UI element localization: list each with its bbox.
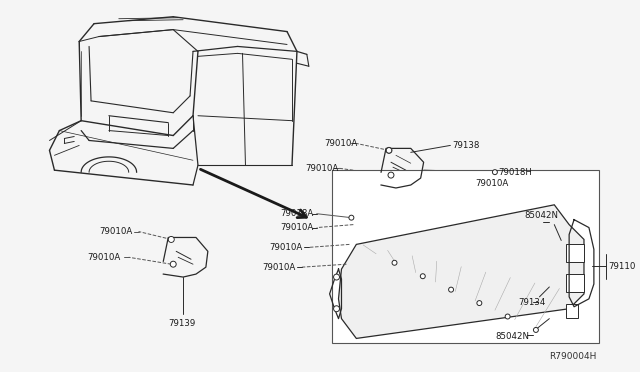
Text: 79010A: 79010A (280, 223, 314, 232)
Bar (545, 301, 566, 323)
Circle shape (388, 172, 394, 178)
Text: 79018A: 79018A (280, 209, 314, 218)
Text: 79139: 79139 (168, 319, 195, 328)
Text: 79010A: 79010A (475, 179, 508, 187)
Circle shape (505, 314, 510, 319)
Text: 79010A: 79010A (269, 243, 303, 252)
Circle shape (449, 287, 454, 292)
Circle shape (170, 238, 173, 241)
Text: 79010A: 79010A (305, 164, 338, 173)
Text: 85042N: 85042N (495, 332, 529, 341)
Bar (547, 272, 566, 292)
Bar (566, 274, 584, 292)
Polygon shape (339, 205, 584, 339)
Text: 79010A: 79010A (324, 139, 358, 148)
Bar (332, 170, 599, 343)
Circle shape (492, 170, 497, 174)
Text: 79010A: 79010A (99, 227, 132, 236)
Circle shape (333, 306, 339, 312)
Text: 79018H: 79018H (498, 168, 532, 177)
Text: 79110: 79110 (609, 262, 636, 271)
Circle shape (386, 147, 392, 153)
Circle shape (349, 215, 354, 220)
Text: R790004H: R790004H (549, 352, 596, 361)
Text: 79010A: 79010A (262, 263, 296, 272)
Circle shape (477, 301, 482, 305)
Bar (566, 244, 584, 262)
Bar (566, 304, 578, 318)
Circle shape (170, 261, 176, 267)
Circle shape (533, 327, 538, 333)
Circle shape (387, 149, 390, 152)
Circle shape (333, 274, 339, 280)
Text: 79138: 79138 (452, 141, 480, 150)
Bar (548, 240, 570, 262)
Circle shape (387, 148, 392, 153)
Text: 79134: 79134 (518, 298, 546, 307)
Circle shape (420, 274, 425, 279)
Circle shape (392, 260, 397, 265)
Circle shape (168, 237, 174, 243)
Text: 85042N: 85042N (525, 211, 559, 220)
Text: 79010A: 79010A (87, 253, 120, 262)
